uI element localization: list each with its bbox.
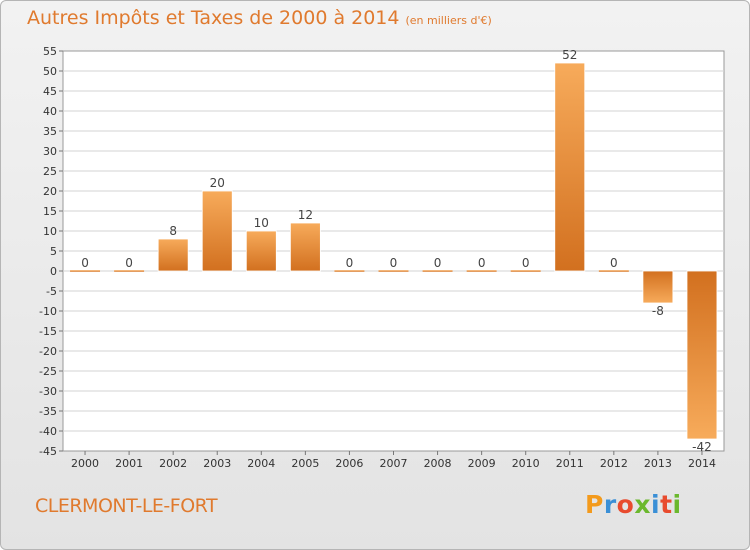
- bar-2007: [378, 270, 409, 272]
- y-tick-label: 20: [43, 185, 57, 198]
- bar-2008: [422, 270, 453, 272]
- y-tick-label: -45: [39, 445, 57, 458]
- logo-letter: i: [672, 490, 682, 519]
- y-tick-label: -5: [46, 285, 57, 298]
- y-tick-label: 10: [43, 225, 57, 238]
- bar-2004: [245, 230, 277, 272]
- title-row: Autres Impôts et Taxes de 2000 à 2014 (en…: [27, 7, 492, 29]
- x-tick-label-2010: 2010: [512, 457, 540, 470]
- y-tick-label: 55: [43, 45, 57, 58]
- data-label-2013: -8: [652, 304, 664, 318]
- bar-2001: [114, 270, 145, 272]
- x-tick-label-2002: 2002: [159, 457, 187, 470]
- place-name: CLERMONT-LE-FORT: [35, 495, 218, 517]
- y-tick-label: 35: [43, 125, 57, 138]
- data-label-2009: 0: [478, 256, 486, 270]
- y-tick-label: 40: [43, 105, 57, 118]
- x-tick-label-2008: 2008: [424, 457, 452, 470]
- logo-letter: r: [603, 490, 617, 519]
- data-label-2012: 0: [610, 256, 618, 270]
- x-tick-label-2003: 2003: [203, 457, 231, 470]
- y-tick-label: -25: [39, 365, 57, 378]
- x-tick-label-2014: 2014: [688, 457, 716, 470]
- chart-title: Autres Impôts et Taxes de 2000 à 2014: [27, 7, 400, 29]
- data-label-2005: 12: [298, 208, 313, 222]
- logo-letter: i: [651, 490, 661, 519]
- x-axis-ticks: 2000 2001 2002 2003 2004 2005 2006 2007 2008 2009…: [71, 451, 716, 470]
- logo-letter: x: [634, 490, 651, 519]
- data-label-2007: 0: [390, 256, 398, 270]
- bar-2014: [686, 270, 718, 440]
- y-tick-label: -20: [39, 345, 57, 358]
- logo-letter: o: [616, 490, 635, 519]
- x-tick-label-2009: 2009: [468, 457, 496, 470]
- x-tick-label-2013: 2013: [644, 457, 672, 470]
- y-tick-label: 25: [43, 165, 57, 178]
- gridlines: [63, 70, 724, 432]
- x-tick-label-2004: 2004: [247, 457, 275, 470]
- x-tick-label-2006: 2006: [335, 457, 363, 470]
- data-label-2002: 8: [169, 224, 177, 238]
- y-tick-label: 45: [43, 85, 57, 98]
- bar-2012: [598, 270, 629, 272]
- chart-unit: (en milliers d'€): [405, 14, 492, 27]
- y-tick-label: 15: [43, 205, 57, 218]
- data-label-2008: 0: [434, 256, 442, 270]
- bar-2013: [642, 270, 674, 304]
- x-tick-label-2005: 2005: [291, 457, 319, 470]
- data-label-2010: 0: [522, 256, 530, 270]
- bar-2010: [510, 270, 541, 272]
- data-label-2006: 0: [346, 256, 354, 270]
- data-label-2014: -42: [692, 440, 712, 454]
- y-tick-label: -30: [39, 385, 57, 398]
- data-label-2011: 52: [562, 48, 577, 62]
- y-tick-label: -10: [39, 305, 57, 318]
- y-axis-ticks: -45 -40 -35 -30 -25 -20 -15 -10 -5 0 5 10 15 20 25 30 35…: [39, 45, 63, 458]
- y-tick-label: -35: [39, 405, 57, 418]
- y-tick-label: 5: [50, 245, 57, 258]
- data-label-2001: 0: [125, 256, 133, 270]
- bar-2011: [554, 62, 586, 272]
- proxiti-logo: Proxiti: [585, 490, 682, 519]
- y-tick-label: -40: [39, 425, 57, 438]
- x-tick-label-2000: 2000: [71, 457, 99, 470]
- bar-2006: [334, 270, 365, 272]
- x-tick-label-2012: 2012: [600, 457, 628, 470]
- bar-2000: [70, 270, 101, 272]
- y-tick-label: 30: [43, 145, 57, 158]
- bar-2003: [201, 190, 233, 272]
- data-label-2003: 20: [210, 176, 225, 190]
- bar-2005: [289, 222, 321, 272]
- logo-letter: t: [660, 490, 673, 519]
- y-tick-label: -15: [39, 325, 57, 338]
- data-label-2000: 0: [81, 256, 89, 270]
- data-label-2004: 10: [254, 216, 269, 230]
- bar-2002: [157, 238, 189, 272]
- x-tick-label-2011: 2011: [556, 457, 584, 470]
- bars: 0 0 8 20 10 12 0 0 0 0 0 52 0 -8 -42: [70, 48, 718, 454]
- y-tick-label: 50: [43, 65, 57, 78]
- logo-letter: P: [585, 490, 604, 519]
- x-tick-label-2007: 2007: [380, 457, 408, 470]
- bar-2009: [466, 270, 497, 272]
- y-tick-label: 0: [50, 265, 57, 278]
- x-tick-label-2001: 2001: [115, 457, 143, 470]
